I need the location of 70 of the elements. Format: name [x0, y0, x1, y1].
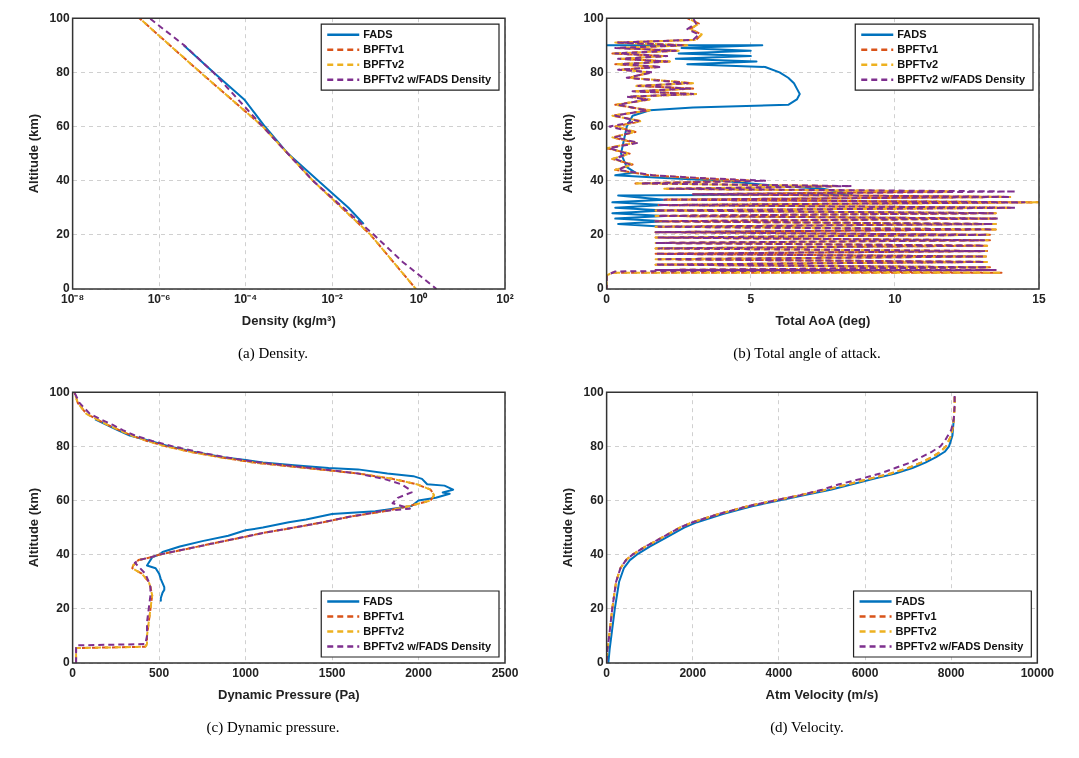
x-tick-label: 10² [496, 291, 514, 306]
legend-label: BPFTv2 w/FADS Density [895, 639, 1025, 652]
text: (b) Total angle of attack. [733, 345, 881, 362]
y-tick-label: 20 [590, 601, 604, 616]
legend-label: BPFTv1 [363, 609, 405, 622]
x-tick-label: 4000 [765, 665, 793, 680]
x-tick-label: 2000 [679, 665, 707, 680]
x-tick-label: 500 [149, 665, 170, 680]
y-tick-label: 100 [49, 10, 70, 25]
x-tick-label: 10000 [1020, 665, 1055, 680]
y-tick-label: 20 [590, 227, 604, 242]
y-tick-label: 0 [596, 655, 604, 670]
y-tick-label: 40 [56, 546, 70, 561]
y-tick-label: 80 [590, 64, 604, 79]
y-tick-label: 80 [56, 64, 70, 79]
legend-label: BPFTv2 [895, 624, 937, 637]
legend-label: BPFTv2 w/FADS Density [363, 72, 492, 85]
legend-label: BPFTv2 w/FADS Density [363, 639, 492, 652]
x-tick-label: 10⁻² [321, 291, 343, 306]
x-tick-label: 1500 [318, 665, 346, 680]
y-tick-label: 60 [590, 118, 604, 133]
legend-label: BPFTv2 [363, 624, 405, 637]
x-tick-label: 10⁻⁸ [61, 291, 85, 306]
x-tick-label: 10⁰ [409, 291, 429, 306]
legend-label: FADS [363, 27, 393, 40]
x-tick-label: 10⁻⁶ [147, 291, 171, 306]
y-tick-label: 100 [583, 10, 604, 25]
x-tick-label: 15 [1032, 291, 1046, 306]
x-tick-label: 10 [888, 291, 902, 306]
x-tick-label: 6000 [851, 665, 879, 680]
y-tick-label: 60 [590, 492, 604, 507]
x-tick-label: 8000 [937, 665, 965, 680]
x-tick-label: 5 [747, 291, 755, 306]
text: (c) Dynamic pressure. [206, 719, 340, 736]
legend-label: FADS [363, 594, 393, 607]
y-tick-label: 40 [590, 172, 604, 187]
x-axis-title: Dynamic Pressure (Pa) [218, 686, 360, 702]
y-tick-label: 100 [49, 384, 70, 399]
y-tick-label: 100 [583, 384, 604, 399]
y-axis-title: Altitude (km) [26, 487, 42, 568]
x-axis-title: Density (kg/m³) [241, 312, 336, 328]
legend-label: FADS [895, 594, 925, 607]
x-tick-label: 10⁻⁴ [233, 291, 258, 306]
y-tick-label: 80 [590, 438, 604, 453]
y-tick-label: 40 [56, 172, 70, 187]
legend-label: BPFTv2 [897, 57, 939, 70]
text: (a) Density. [238, 345, 308, 362]
text: (d) Velocity. [770, 719, 844, 736]
y-tick-label: 60 [56, 118, 70, 133]
y-tick-label: 20 [56, 227, 70, 242]
y-tick-label: 0 [62, 655, 70, 670]
legend-label: BPFTv2 w/FADS Density [897, 72, 1026, 85]
x-axis-title: Total AoA (deg) [775, 312, 871, 328]
y-tick-label: 0 [596, 281, 604, 296]
y-axis-title: Altitude (km) [560, 113, 576, 194]
legend-label: BPFTv2 [363, 57, 405, 70]
legend-label: BPFTv1 [897, 42, 939, 55]
x-tick-label: 2000 [405, 665, 433, 680]
legend-label: BPFTv1 [363, 42, 405, 55]
y-axis-title: Altitude (km) [26, 113, 42, 194]
x-axis-title: Atm Velocity (m/s) [765, 686, 879, 702]
legend-label: BPFTv1 [895, 609, 937, 622]
y-tick-label: 80 [56, 438, 70, 453]
y-axis-title: Altitude (km) [560, 487, 576, 568]
y-tick-label: 20 [56, 601, 70, 616]
x-tick-label: 2500 [491, 665, 519, 680]
y-tick-label: 40 [590, 546, 604, 561]
x-tick-label: 1000 [232, 665, 260, 680]
y-tick-label: 60 [56, 492, 70, 507]
legend-label: FADS [897, 27, 927, 40]
